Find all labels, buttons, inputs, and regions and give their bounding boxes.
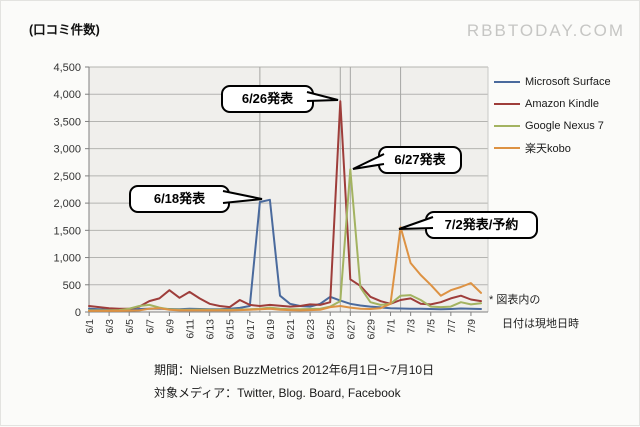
callout-6-18: 6/18発表 <box>129 185 230 213</box>
footnote-line-1: * 図表内の <box>489 294 541 306</box>
x-axis-label: 7/9 <box>466 319 478 334</box>
footnote: * 図表内の 日付は現地日時 <box>489 288 579 336</box>
legend-swatch <box>494 103 520 105</box>
callout-7-2: 7/2発表/予約 <box>425 211 538 239</box>
x-axis-label: 6/27 <box>345 319 357 340</box>
y-axis-label: 500 <box>63 280 81 292</box>
legend-label: 楽天kobo <box>525 143 571 155</box>
x-axis-label: 6/11 <box>185 319 197 339</box>
x-axis-label: 6/15 <box>225 319 237 340</box>
y-axis-label: 3,500 <box>53 116 81 128</box>
x-axis-label: 7/3 <box>406 319 418 334</box>
x-axis-label: 7/1 <box>386 319 398 334</box>
series-line-楽天kobo <box>88 226 482 312</box>
caption-media: 対象メディア：Twitter, Blog. Board, Facebook <box>154 386 401 400</box>
legend-item-microsoft-surface: Microsoft Surface <box>494 71 611 93</box>
y-axis-label: 2,000 <box>53 198 81 210</box>
y-axis-label: 4,500 <box>53 62 81 74</box>
x-axis-label: 6/13 <box>205 319 217 340</box>
x-axis-label: 6/17 <box>245 319 257 340</box>
legend: Microsoft Surface Amazon Kindle Google Nex… <box>494 71 611 159</box>
y-axis-label: 1,000 <box>53 253 81 265</box>
x-axis-label: 6/5 <box>124 319 136 334</box>
series-line-amazon-kindle <box>88 100 482 310</box>
x-axis-label: 6/3 <box>104 319 116 334</box>
y-axis-label: 1,500 <box>53 225 81 237</box>
x-axis-label: 6/29 <box>365 319 377 340</box>
legend-item-楽天kobo: 楽天kobo <box>494 137 611 159</box>
callout-6-27: 6/27発表 <box>378 146 462 174</box>
legend-swatch <box>494 81 520 83</box>
legend-label: Amazon Kindle <box>525 98 599 110</box>
legend-item-google-nexus-7: Google Nexus 7 <box>494 115 611 137</box>
caption-period: 期間：Nielsen BuzzMetrics 2012年6月1日～7月10日 <box>154 363 435 377</box>
y-axis-label: 3,000 <box>53 144 81 156</box>
legend-swatch <box>494 147 520 149</box>
x-axis-label: 6/25 <box>325 319 337 340</box>
y-axis-unit-label: (口コミ件数) <box>29 23 100 37</box>
x-axis-label: 6/1 <box>84 319 96 334</box>
caption: 期間：Nielsen BuzzMetrics 2012年6月1日～7月10日 対… <box>154 359 434 405</box>
x-axis-label: 6/23 <box>305 319 317 340</box>
x-axis-label: 7/7 <box>446 319 458 334</box>
y-axis-label: 0 <box>75 307 81 319</box>
x-axis-label: 6/19 <box>265 319 277 340</box>
legend-swatch <box>494 125 520 127</box>
watermark-rbbtoday: RBBTODAY.COM <box>466 21 625 40</box>
legend-item-amazon-kindle: Amazon Kindle <box>494 93 611 115</box>
callout-6-26: 6/26発表 <box>221 85 314 113</box>
x-axis-label: 6/21 <box>285 319 297 340</box>
y-axis-label: 2,500 <box>53 171 81 183</box>
x-axis-label: 6/7 <box>144 319 156 334</box>
x-axis-label: 7/5 <box>426 319 438 334</box>
x-axis-label: 6/9 <box>164 319 176 334</box>
y-axis-label: 4,000 <box>53 89 81 101</box>
legend-label: Microsoft Surface <box>525 76 611 88</box>
legend-label: Google Nexus 7 <box>525 120 604 132</box>
footnote-line-2: 日付は現地日時 <box>502 318 579 330</box>
